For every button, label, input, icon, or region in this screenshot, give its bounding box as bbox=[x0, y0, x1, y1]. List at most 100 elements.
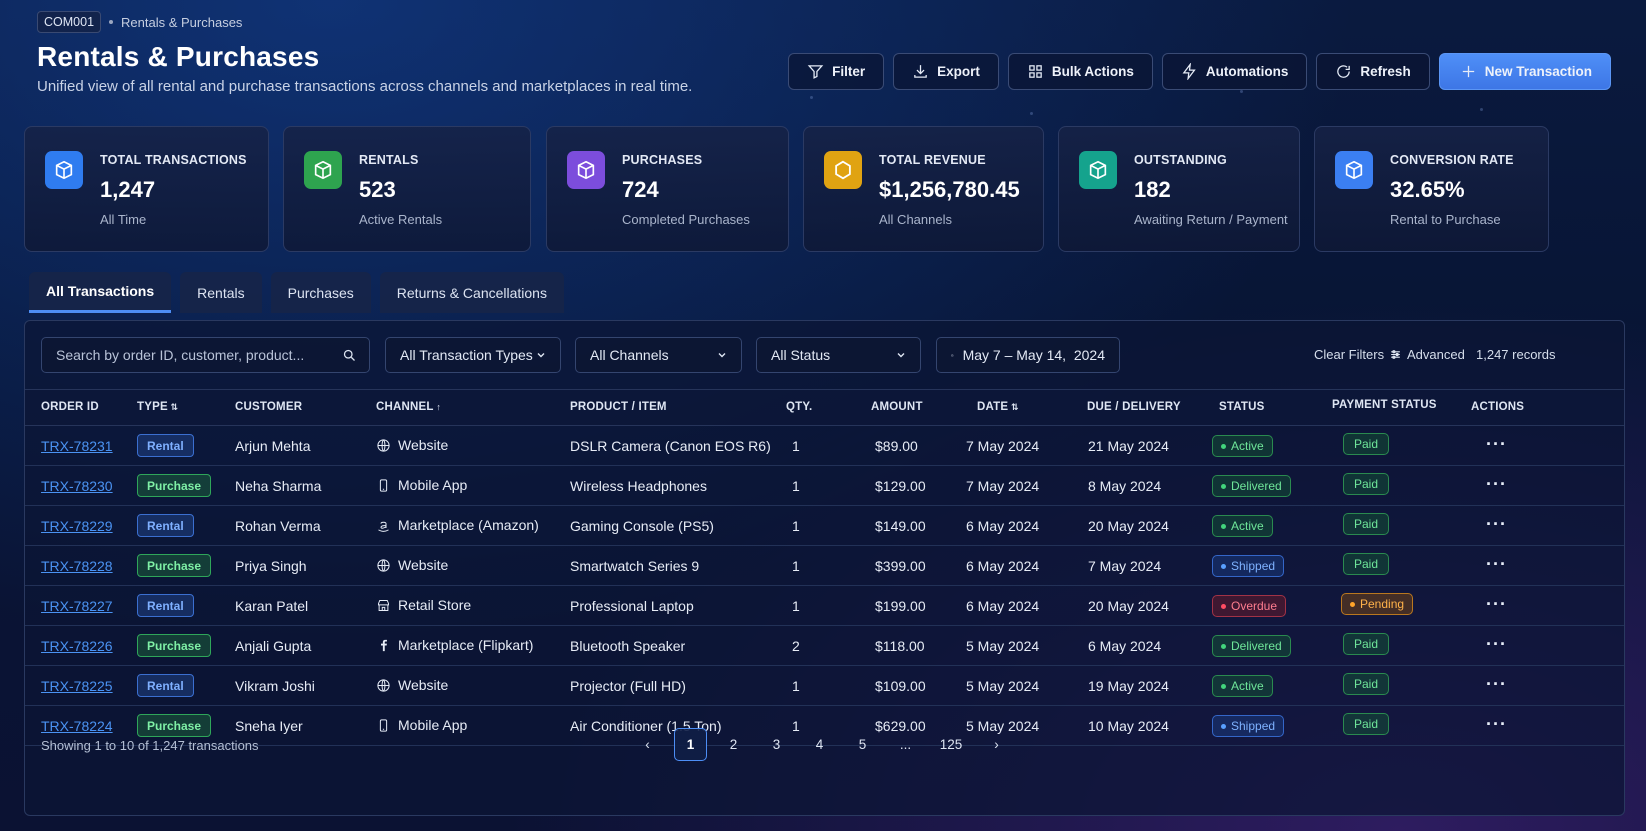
automations-button[interactable]: Automations bbox=[1161, 53, 1308, 90]
col-order-id[interactable]: ORDER ID bbox=[41, 401, 99, 413]
product-name: Gaming Console (PS5) bbox=[570, 518, 714, 534]
table-row[interactable]: TRX-78226 Purchase Anjali Gupta Marketplace… bbox=[25, 626, 1624, 666]
breadcrumb-code[interactable]: COM001 bbox=[37, 11, 102, 33]
box-icon bbox=[1335, 151, 1373, 189]
table-row[interactable]: TRX-78225 Rental Vikram Joshi Website Projec… bbox=[25, 666, 1624, 706]
col-channel[interactable]: CHANNEL ↑ bbox=[376, 401, 441, 413]
tab-bar: All Transactions Rentals Purchases Returns … bbox=[29, 272, 564, 313]
more-actions-icon[interactable]: ··· bbox=[1486, 674, 1507, 694]
transactions-panel: Search by order ID, customer, product...… bbox=[24, 320, 1625, 816]
tab-rentals[interactable]: Rentals bbox=[180, 272, 262, 313]
col-due[interactable]: DUE / DELIVERY bbox=[1087, 401, 1181, 413]
col-customer[interactable]: CUSTOMER bbox=[235, 401, 303, 413]
page-button[interactable]: 125 bbox=[939, 737, 963, 752]
stat-card: CONVERSION RATE 32.65% Rental to Purchase bbox=[1314, 126, 1549, 252]
more-actions-icon[interactable]: ··· bbox=[1486, 434, 1507, 454]
date-range-value: May 7 – May 14, 2024 bbox=[962, 347, 1105, 363]
quantity: 1 bbox=[792, 438, 800, 454]
refresh-button[interactable]: Refresh bbox=[1316, 53, 1430, 90]
page-title: Rentals & Purchases bbox=[37, 41, 320, 72]
export-button-label: Export bbox=[937, 64, 980, 79]
bulk-actions-button[interactable]: Bulk Actions bbox=[1007, 53, 1153, 90]
col-qty[interactable]: QTY. bbox=[786, 401, 813, 413]
advanced-filter-button[interactable]: Advanced bbox=[1389, 347, 1465, 362]
search-input[interactable]: Search by order ID, customer, product... bbox=[41, 337, 370, 373]
page-button[interactable]: 1 bbox=[674, 728, 707, 761]
export-button[interactable]: Export bbox=[893, 53, 999, 90]
order-id-link[interactable]: TRX-78231 bbox=[41, 438, 113, 454]
more-actions-icon[interactable]: ··· bbox=[1486, 554, 1507, 574]
payment-badge: Paid bbox=[1343, 553, 1390, 575]
customer-name: Anjali Gupta bbox=[235, 638, 312, 654]
tab-purchases[interactable]: Purchases bbox=[270, 272, 371, 313]
chevron-down-icon bbox=[718, 353, 726, 358]
channel-cell: Mobile App bbox=[376, 477, 467, 493]
quantity: 1 bbox=[792, 518, 800, 534]
order-id-link[interactable]: TRX-78229 bbox=[41, 518, 113, 534]
next-page-icon[interactable]: › bbox=[994, 737, 999, 752]
order-id-link[interactable]: TRX-78227 bbox=[41, 598, 113, 614]
mobile-icon bbox=[376, 478, 391, 493]
page-button[interactable]: 5 bbox=[858, 737, 867, 752]
col-product[interactable]: PRODUCT / ITEM bbox=[570, 401, 667, 413]
col-date[interactable]: DATE ⇅ bbox=[977, 401, 1019, 413]
filter-button[interactable]: Filter bbox=[788, 53, 885, 90]
table-row[interactable]: TRX-78230 Purchase Neha Sharma Mobile App Wi… bbox=[25, 466, 1624, 506]
order-id-link[interactable]: TRX-78226 bbox=[41, 638, 113, 654]
more-actions-icon[interactable]: ··· bbox=[1486, 634, 1507, 654]
tab-all-transactions[interactable]: All Transactions bbox=[29, 272, 172, 313]
table-row[interactable]: TRX-78231 Rental Arjun Mehta Website DSLR Ca… bbox=[25, 426, 1624, 466]
prev-page-icon[interactable]: ‹ bbox=[645, 737, 650, 752]
more-actions-icon[interactable]: ··· bbox=[1486, 594, 1507, 614]
col-status[interactable]: STATUS bbox=[1219, 401, 1265, 413]
transaction-type-select[interactable]: All Transaction Types bbox=[385, 337, 561, 373]
more-actions-icon[interactable]: ··· bbox=[1486, 514, 1507, 534]
table-row[interactable]: TRX-78227 Rental Karan Patel Retail Store Pr… bbox=[25, 586, 1624, 626]
store-icon bbox=[376, 598, 391, 613]
order-id-link[interactable]: TRX-78225 bbox=[41, 678, 113, 694]
stat-caption: All Channels bbox=[879, 212, 952, 227]
col-payment-status[interactable]: PAYMENT STATUS bbox=[1332, 399, 1437, 411]
stat-label: TOTAL TRANSACTIONS bbox=[100, 153, 247, 167]
col-amount[interactable]: AMOUNT bbox=[871, 401, 923, 413]
status-badge: Active bbox=[1212, 515, 1273, 537]
tab-returns-cancellations[interactable]: Returns & Cancellations bbox=[379, 272, 564, 313]
clear-filters-link[interactable]: Clear Filters bbox=[1314, 347, 1385, 362]
order-id-link[interactable]: TRX-78228 bbox=[41, 558, 113, 574]
background-dot bbox=[1480, 108, 1483, 111]
col-type[interactable]: TYPE ⇅ bbox=[137, 401, 178, 413]
page-button[interactable]: 4 bbox=[815, 737, 824, 752]
order-date: 6 May 2024 bbox=[966, 598, 1040, 614]
date-range-picker[interactable]: May 7 – May 14, 2024 bbox=[936, 337, 1120, 373]
page-button[interactable]: 2 bbox=[729, 737, 738, 752]
payment-text: Pending bbox=[1360, 597, 1405, 611]
order-id-link[interactable]: TRX-78230 bbox=[41, 478, 113, 494]
table-row[interactable]: TRX-78228 Purchase Priya Singh Website Smart… bbox=[25, 546, 1624, 586]
amount: $629.00 bbox=[875, 718, 926, 734]
more-actions-icon[interactable]: ··· bbox=[1486, 474, 1507, 494]
bulk-actions-button-label: Bulk Actions bbox=[1051, 64, 1134, 79]
stat-card: TOTAL TRANSACTIONS 1,247 All Time bbox=[24, 126, 269, 252]
page-button[interactable]: 3 bbox=[772, 737, 781, 752]
status-dot bbox=[1221, 523, 1226, 529]
customer-name: Vikram Joshi bbox=[235, 678, 315, 694]
stat-card: TOTAL REVENUE $1,256,780.45 All Channels bbox=[803, 126, 1044, 252]
stat-card: OUTSTANDING 182 Awaiting Return / Payment bbox=[1058, 126, 1300, 252]
stat-caption: All Time bbox=[100, 212, 147, 227]
customer-name: Priya Singh bbox=[235, 558, 307, 574]
pagination: ‹ 1 2 3 4 5... 125 › bbox=[631, 728, 1013, 761]
type-badge: Rental bbox=[137, 514, 194, 537]
new-transaction-button[interactable]: New Transaction bbox=[1438, 53, 1611, 90]
channel-select[interactable]: All Channels bbox=[575, 337, 742, 373]
table-row[interactable]: TRX-78224 Purchase Sneha Iyer Mobile App Air… bbox=[25, 706, 1624, 746]
automations-button-label: Automations bbox=[1205, 64, 1289, 79]
more-actions-icon[interactable]: ··· bbox=[1486, 714, 1507, 734]
order-id-link[interactable]: TRX-78224 bbox=[41, 718, 113, 734]
new-transaction-button-label: New Transaction bbox=[1484, 64, 1592, 79]
status-select[interactable]: All Status bbox=[756, 337, 921, 373]
stat-caption: Active Rentals bbox=[359, 212, 443, 227]
table-row[interactable]: TRX-78229 Rental Rohan Verma Marketplace (A… bbox=[25, 506, 1624, 546]
status-value: All Status bbox=[771, 347, 831, 363]
stat-label: TOTAL REVENUE bbox=[879, 153, 986, 167]
stat-value: 523 bbox=[359, 177, 396, 202]
